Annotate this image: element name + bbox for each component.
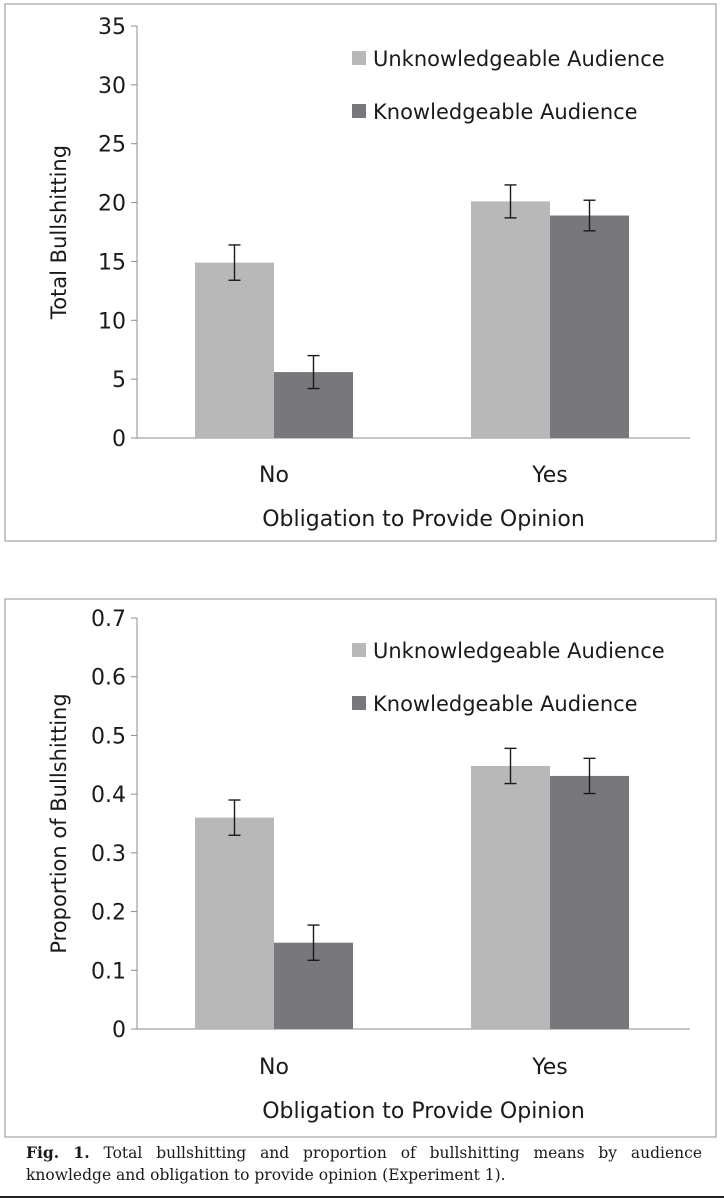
y-tick-label: 5 <box>112 368 126 393</box>
y-tick-label: 0.3 <box>91 842 126 867</box>
x-axis-title: Obligation to Provide Opinion <box>262 507 585 532</box>
legend-label-knowledgeable: Knowledgeable Audience <box>373 100 638 124</box>
y-tick-label: 10 <box>98 309 126 334</box>
y-tick-label: 0.7 <box>91 607 126 632</box>
legend-label-unknowledgeable: Unknowledgeable Audience <box>373 47 665 71</box>
y-axis-title: Total Bullshitting <box>47 145 71 320</box>
x-tick-label-yes: Yes <box>531 463 568 488</box>
figure-caption-text: Total bullshitting and proportion of bul… <box>26 1144 702 1184</box>
figure-caption: Fig. 1. Total bullshitting and proportio… <box>26 1142 702 1186</box>
chart-total-bullshitting: 0 5 10 15 20 25 30 35 Total Bullshitting No Yes Obl… <box>4 3 717 542</box>
y-tick-label: 0.4 <box>91 783 126 808</box>
y-tick-label: 30 <box>98 74 126 99</box>
chart-frame <box>4 3 717 542</box>
legend-swatch-unknowledgeable <box>352 643 366 657</box>
y-tick-label: 20 <box>98 192 126 217</box>
legend-label-unknowledgeable: Unknowledgeable Audience <box>373 639 665 663</box>
y-tick-label: 15 <box>98 250 126 275</box>
legend-swatch-unknowledgeable <box>352 51 366 65</box>
y-tick-label: 0 <box>112 427 126 452</box>
x-tick-label-yes: Yes <box>531 1055 568 1080</box>
bar-yes-knowledgeable <box>550 215 629 438</box>
legend-label-knowledgeable: Knowledgeable Audience <box>373 692 638 716</box>
y-tick-label: 0.5 <box>91 724 126 749</box>
chart-frame <box>4 598 717 1138</box>
y-tick-label: 0.2 <box>91 901 126 926</box>
y-tick-label: 25 <box>98 133 126 158</box>
bar-yes-knowledgeable <box>550 775 629 1029</box>
x-tick-label-no: No <box>259 1055 289 1080</box>
y-tick-label: 0.1 <box>91 959 126 984</box>
figure-caption-label: Fig. 1. <box>26 1143 90 1162</box>
legend-swatch-knowledgeable <box>352 696 366 710</box>
bar-no-unknowledgeable <box>195 817 274 1029</box>
bar-yes-unknowledgeable <box>471 765 550 1029</box>
y-tick-label: 0 <box>112 1018 126 1043</box>
chart-proportion-bullshitting: 0 0.1 0.2 0.3 0.4 0.5 0.6 0.7 Proportion of Bull… <box>4 598 717 1138</box>
x-axis-title: Obligation to Provide Opinion <box>262 1099 585 1124</box>
x-tick-label-no: No <box>259 463 289 488</box>
y-tick-label: 0.6 <box>91 666 126 691</box>
bar-no-unknowledgeable <box>195 262 274 438</box>
legend-swatch-knowledgeable <box>352 104 366 118</box>
bar-yes-unknowledgeable <box>471 201 550 438</box>
y-tick-label: 35 <box>98 15 126 40</box>
y-axis-title: Proportion of Bullshitting <box>47 693 71 953</box>
bottom-rule <box>0 1196 724 1198</box>
